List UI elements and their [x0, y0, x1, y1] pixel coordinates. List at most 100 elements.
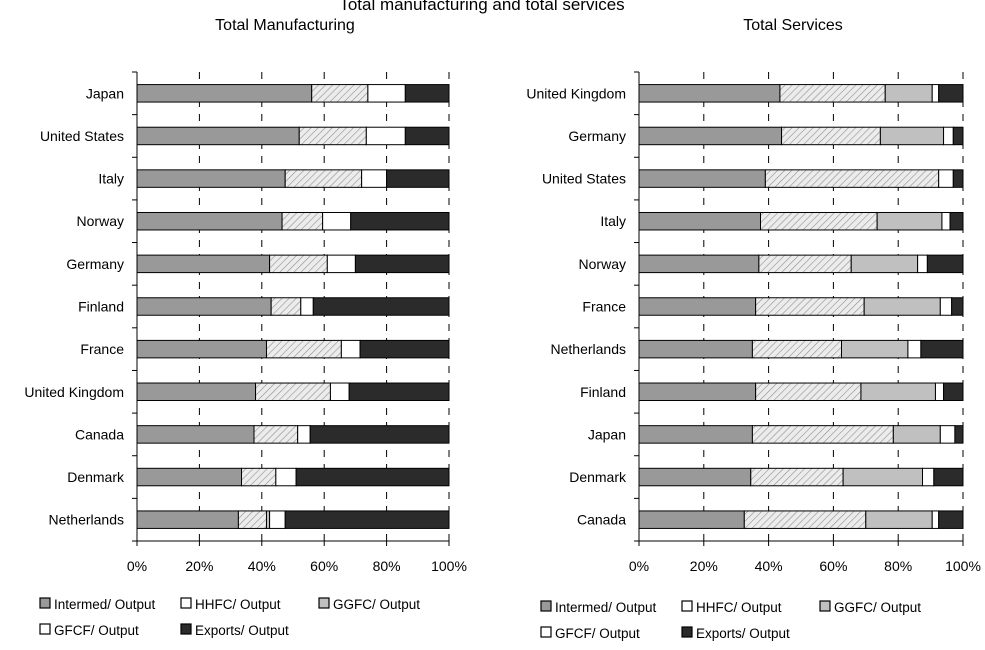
x-tick-label: 20% [690, 558, 718, 574]
legend-label: Intermed/ Output [54, 597, 156, 612]
bar-segment [284, 169, 363, 188]
bar-segment [638, 169, 766, 188]
bar-segment [781, 126, 881, 146]
bar-segment [311, 84, 369, 103]
bar-segment [943, 126, 954, 146]
x-tick-label: 0% [629, 558, 649, 574]
category-label: Netherlands [49, 512, 125, 528]
bar-segment [284, 510, 450, 529]
bar-segment [943, 382, 964, 402]
bar-segment [136, 339, 267, 359]
bar-segment [884, 84, 933, 103]
legend-swatch [819, 600, 831, 612]
bar-segment [322, 211, 352, 231]
bar-segment [638, 84, 781, 103]
bar-segment [275, 467, 297, 487]
x-tick-label: 80% [373, 558, 401, 574]
figure-title: Total manufacturing and total services [339, 0, 624, 14]
legend-label: GFCF/ Output [54, 623, 139, 638]
bar-segment [638, 254, 760, 274]
bar-segment [404, 84, 450, 103]
bar-segment [850, 254, 919, 274]
bar-segment [939, 425, 956, 444]
chart-title: Total Services [743, 17, 843, 34]
bar-segment [931, 510, 940, 529]
category-label: Germany [66, 256, 124, 272]
bar-segment [295, 467, 450, 487]
x-tick-label: 40% [755, 558, 783, 574]
category-label: Italy [600, 213, 626, 229]
bar-segment [907, 339, 922, 359]
bar-segment [270, 297, 302, 316]
bar-segment [297, 425, 311, 444]
category-label: United States [40, 128, 124, 144]
bar-segment [136, 510, 239, 529]
bar-segment [361, 169, 388, 188]
bar-segment [329, 382, 350, 402]
bar-segment [265, 339, 342, 359]
bar-segment [938, 169, 954, 188]
legend-swatch [39, 597, 51, 609]
category-label: Denmark [569, 469, 627, 485]
category-label: United Kingdom [526, 85, 626, 101]
bar-segment [281, 211, 324, 231]
bar-segment [863, 297, 941, 316]
bar-segment [638, 211, 761, 231]
bar-segment [638, 382, 757, 402]
bar-segment [922, 467, 935, 487]
bar-segment [300, 297, 314, 316]
legend-swatch [540, 626, 552, 638]
bar-segment [638, 339, 753, 359]
legend-swatch [318, 597, 330, 609]
legend-label: GFCF/ Output [555, 626, 640, 641]
bar-segment [253, 425, 299, 444]
bar-segment [952, 126, 964, 146]
bar-segment [312, 297, 450, 316]
legend-label: HHFC/ Output [195, 597, 281, 612]
bar-segment [892, 425, 941, 444]
legend-label: Intermed/ Output [555, 600, 657, 615]
bar-segment [359, 339, 450, 359]
bar-segment [860, 382, 936, 402]
chart-title: Total Manufacturing [215, 17, 355, 34]
bar-segment [326, 254, 356, 274]
bar-segment [136, 211, 283, 231]
bar-segment [952, 169, 964, 188]
bar-segment [842, 467, 923, 487]
x-tick-label: 20% [185, 558, 213, 574]
bar-segment [269, 510, 286, 529]
category-label: Denmark [67, 469, 125, 485]
bar-segment [760, 211, 878, 231]
category-label: Finland [78, 299, 124, 315]
bar-segment [751, 339, 843, 359]
bar-segment [255, 382, 331, 402]
bar-segment [941, 211, 951, 231]
bar-segment [638, 510, 745, 529]
category-label: Germany [568, 128, 626, 144]
legend-label: GGFC/ Output [834, 600, 921, 615]
bar-segment [934, 382, 945, 402]
bar-segment [933, 467, 964, 487]
bar-segment [939, 297, 953, 316]
bar-segment [350, 211, 450, 231]
x-tick-label: 100% [431, 558, 467, 574]
bar-segment [743, 510, 867, 529]
legend-swatch [180, 597, 192, 609]
legend-label: HHFC/ Output [696, 600, 782, 615]
bar-segment [241, 467, 277, 487]
bar-segment [136, 467, 243, 487]
category-label: Norway [579, 256, 626, 272]
category-label: Japan [86, 85, 124, 101]
bar-segment [938, 84, 964, 103]
bar-segment [354, 254, 450, 274]
x-tick-label: 60% [310, 558, 338, 574]
legend-swatch [681, 600, 693, 612]
x-tick-label: 0% [127, 558, 147, 574]
bar-segment [136, 84, 313, 103]
bar-segment [876, 211, 943, 231]
bar-segment [879, 126, 945, 146]
bar-segment [764, 169, 940, 188]
bar-segment [136, 425, 255, 444]
category-label: Finland [580, 384, 626, 400]
category-label: Japan [588, 426, 626, 442]
